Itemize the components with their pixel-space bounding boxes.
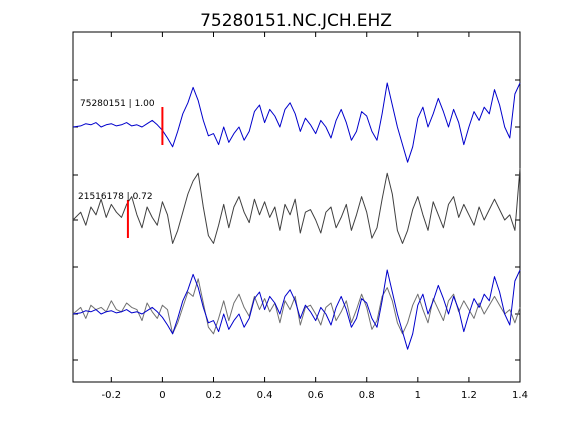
trace-line-bottom-blue <box>72 269 521 350</box>
trace-line-top <box>72 82 521 163</box>
x-tick-label: 0.6 <box>308 390 324 401</box>
chart-title: 75280151.NC.JCH.EHZ <box>200 11 392 31</box>
x-tick-label: 1.2 <box>461 390 477 401</box>
trace-annotation-middle: 21516178 | 0.72 <box>78 192 153 202</box>
x-tick-label: 1 <box>415 390 421 401</box>
trace-line-middle <box>72 167 521 244</box>
x-tick-label: 0.8 <box>359 390 375 401</box>
trace-annotation-top: 75280151 | 1.00 <box>80 99 155 109</box>
x-tick-label: 0 <box>159 390 165 401</box>
pick-markers <box>126 107 164 238</box>
trace-annotations: 75280151 | 1.00 21516178 | 0.72 <box>78 99 155 202</box>
x-tick-label: -0.2 <box>102 390 122 401</box>
x-tick-label: 0.4 <box>257 390 273 401</box>
x-ticks: -0.2 0 0.2 0.4 0.6 0.8 1 1.2 1.4 <box>102 32 528 401</box>
x-tick-label: 0.2 <box>206 390 222 401</box>
plot-frame <box>72 31 521 383</box>
waveform-traces <box>72 82 521 350</box>
x-tick-label: 1.4 <box>512 390 528 401</box>
